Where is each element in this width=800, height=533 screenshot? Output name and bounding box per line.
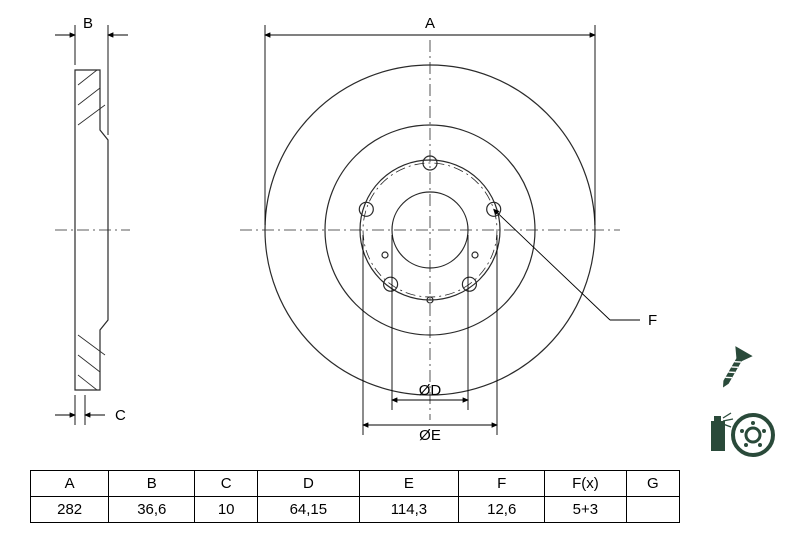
table-data-row: 282 36,6 10 64,15 114,3 12,6 5+3 [31, 497, 680, 523]
disc-spray-icon [711, 413, 773, 455]
val-fx: 5+3 [545, 497, 626, 523]
val-a: 282 [31, 497, 109, 523]
label-e: ØE [419, 427, 441, 444]
supplementary-icons [700, 343, 780, 463]
label-c: C [115, 407, 126, 424]
val-c: 10 [195, 497, 258, 523]
dimension-c: C [55, 395, 126, 425]
col-d: D [258, 471, 360, 497]
val-b: 36,6 [109, 497, 195, 523]
val-f: 12,6 [459, 497, 545, 523]
dimension-b: B [55, 15, 128, 135]
leader-f: F [494, 209, 657, 329]
col-a: A [31, 471, 109, 497]
screw-icon [714, 346, 752, 392]
label-f: F [648, 312, 657, 329]
col-fx: F(x) [545, 471, 626, 497]
col-g: G [626, 471, 679, 497]
dimensions-table: A B C D E F F(x) G 282 36,6 10 64,15 114… [30, 470, 680, 523]
val-d: 64,15 [258, 497, 360, 523]
col-e: E [359, 471, 459, 497]
col-c: C [195, 471, 258, 497]
col-f: F [459, 471, 545, 497]
table-header-row: A B C D E F F(x) G [31, 471, 680, 497]
technical-drawing: B C A [0, 0, 800, 450]
label-d: ØD [419, 382, 442, 399]
side-view [55, 70, 130, 390]
val-e: 114,3 [359, 497, 459, 523]
front-view [240, 40, 620, 420]
label-b: B [83, 15, 93, 32]
col-b: B [109, 471, 195, 497]
label-a: A [425, 15, 435, 32]
val-g [626, 497, 679, 523]
